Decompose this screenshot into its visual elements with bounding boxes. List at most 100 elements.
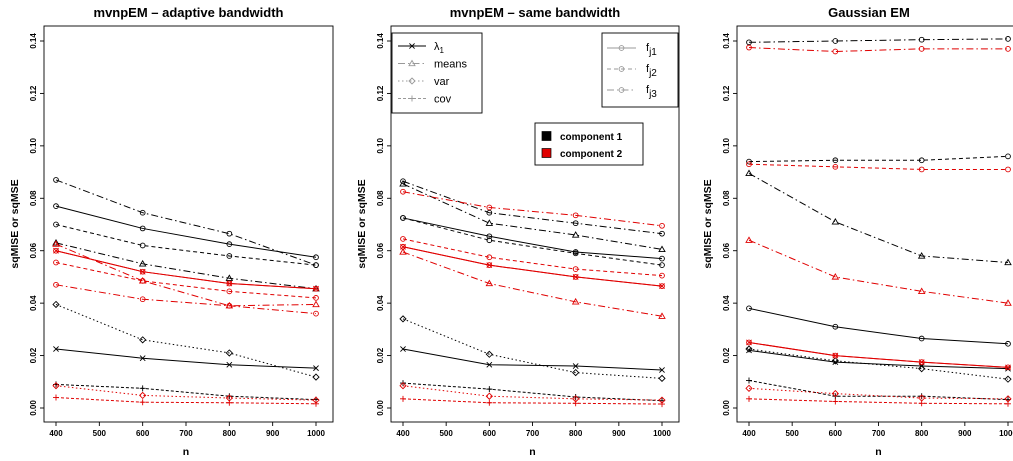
data-point: [1005, 400, 1011, 407]
data-point: [312, 373, 320, 381]
y-tick-label: 0.02: [722, 347, 731, 363]
data-point: [485, 350, 493, 358]
y-tick-label: 0.00: [29, 400, 38, 416]
data-point: [139, 296, 146, 303]
data-point: [400, 346, 406, 352]
data-point: [485, 219, 494, 226]
data-point: [139, 209, 146, 216]
series-c1-fj1: [53, 203, 319, 261]
data-point: [226, 253, 233, 259]
data-point: [1005, 36, 1011, 42]
y-axis-label: sqMISE or sqMSE: [702, 179, 714, 268]
data-point: [139, 268, 146, 275]
series-line: [402, 398, 663, 405]
data-point: [572, 266, 579, 272]
legend-box: [601, 32, 679, 108]
series-c2-cov: [746, 395, 1011, 407]
legend-marker: [408, 59, 416, 67]
data-point: [313, 285, 319, 292]
legend-subscript: j3: [648, 89, 657, 100]
series-line: [55, 262, 317, 299]
series-line: [55, 179, 317, 266]
y-tick-label: 0.04: [376, 295, 385, 311]
x-tick-label: 1000: [653, 429, 671, 438]
x-tick-label: 900: [266, 429, 280, 438]
series-line: [402, 246, 663, 287]
y-tick-label: 0.12: [376, 85, 385, 101]
series-line: [55, 242, 317, 290]
legend-label: fj1: [646, 42, 657, 58]
data-point: [1004, 258, 1012, 266]
data-point: [226, 288, 233, 295]
series-line: [748, 307, 1009, 345]
data-point: [399, 248, 407, 255]
legend-components: component 1 component 2: [534, 122, 644, 166]
data-point: [571, 297, 580, 305]
data-point: [225, 349, 233, 357]
data-point: [400, 395, 406, 402]
data-point: [485, 279, 494, 287]
legend-stats: λ1 means var cov: [391, 32, 483, 114]
series-c2-fj3: [746, 44, 1011, 55]
data-point: [225, 274, 234, 281]
data-point: [52, 300, 60, 309]
data-point: [52, 240, 60, 247]
data-point: [138, 259, 147, 267]
data-point: [831, 273, 840, 280]
data-point: [918, 400, 925, 407]
data-point: [572, 250, 579, 257]
x-tick-label: 800: [915, 429, 929, 438]
series-c1-means: [745, 169, 1012, 266]
x-tick-label: 700: [526, 429, 540, 438]
y-tick-label: 0.08: [722, 190, 731, 206]
y-tick-label: 0.14: [29, 33, 38, 49]
data-point: [572, 363, 579, 369]
legend-box: [534, 122, 644, 166]
data-point: [831, 389, 839, 398]
series-c1-fj2: [746, 153, 1011, 165]
data-point: [1005, 166, 1011, 173]
data-point: [139, 385, 146, 392]
panel-3: Gaussian EM 400 500 600 700 800 900 1000 n 0.00 0.…: [702, 5, 1013, 458]
series-c1-lambda: [53, 346, 319, 372]
legend-label: fj2: [646, 63, 657, 79]
series-c1-var: [745, 345, 1012, 383]
y-tick-label: 0.02: [376, 347, 385, 363]
series-c2-cov: [400, 395, 665, 408]
series-c1-fj2: [53, 221, 319, 268]
legend-label: fj3: [646, 84, 657, 100]
data-point: [53, 177, 59, 183]
data-point: [918, 166, 925, 173]
y-axis-label: sqMISE or sqMSE: [356, 179, 368, 268]
data-point: [139, 391, 147, 400]
y-tick-label: 0.14: [722, 33, 731, 49]
data-point: [53, 281, 59, 288]
series-line: [55, 205, 317, 258]
data-point: [486, 399, 493, 406]
series-line: [402, 348, 663, 371]
data-point: [746, 377, 752, 384]
data-point: [485, 392, 493, 400]
legend-label: component 1: [560, 132, 623, 143]
panel-2: mvnpEM – same bandwidth 400 500 600 700 800 90…: [356, 5, 680, 458]
legend-label: var: [434, 76, 450, 88]
series-c2-fj1: [746, 339, 1011, 371]
data-point: [226, 393, 233, 400]
series-line: [402, 191, 663, 227]
data-point: [53, 221, 59, 228]
data-point: [659, 262, 665, 268]
data-point: [831, 357, 839, 365]
data-point: [313, 254, 319, 261]
data-point: [746, 339, 752, 346]
series-line: [748, 398, 1009, 405]
series-line: [55, 284, 317, 315]
data-point: [486, 361, 493, 368]
x-tick-label: 700: [872, 429, 886, 438]
data-point: [659, 230, 665, 237]
data-point: [572, 274, 579, 280]
data-point: [918, 157, 925, 164]
series-c1-fj3: [400, 178, 665, 237]
series-line: [748, 379, 1009, 401]
series-c1-fj1: [746, 305, 1011, 347]
